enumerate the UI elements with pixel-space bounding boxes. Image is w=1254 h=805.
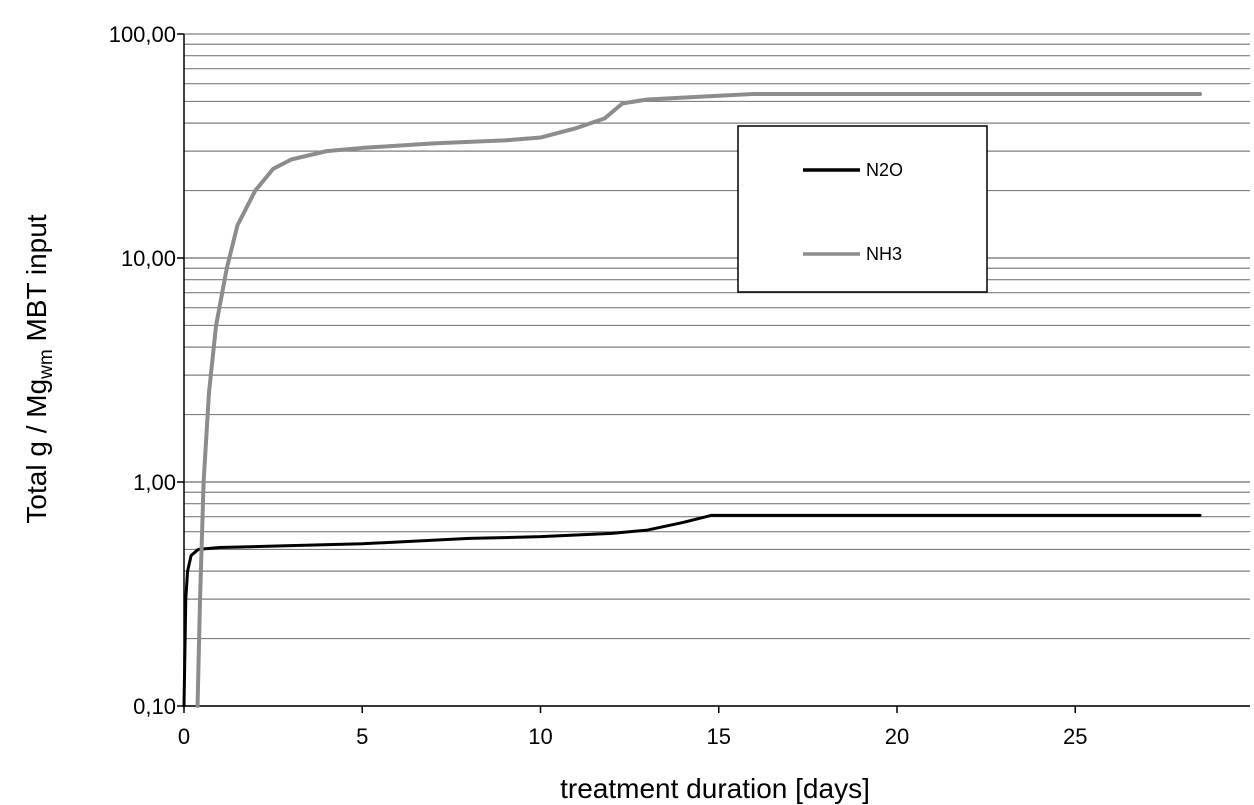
gridlines [184,33,1250,707]
x-tick-label: 25 [1063,724,1087,749]
y-axis-title-suffix: MBT input [21,214,52,349]
legend-box [737,125,988,293]
y-tick-label: 100,00 [109,22,176,47]
y-axis-title: Total g / Mgwm MBT input [21,214,57,523]
series-line-nh3 [195,91,1203,708]
x-tick-label: 0 [178,724,190,749]
x-tick-label: 20 [885,724,909,749]
x-axis-title: treatment duration [days] [560,773,870,804]
legend-label-nh3: NH3 [866,244,902,264]
tick-labels: 0,10 1,00 10,00 100,00 0 5 10 15 20 25 [109,22,1088,749]
series-line-n2o [182,513,1202,708]
legend-label-n2o: N2O [866,160,903,180]
y-axis-title-subscript: wm [36,349,57,380]
plot-background [184,34,1250,706]
x-tick-label: 5 [356,724,368,749]
x-tick-label: 15 [707,724,731,749]
series-lines [182,91,1203,708]
legend: N2O NH3 [737,125,988,293]
y-tick-label: 10,00 [121,246,176,271]
y-tick-label: 0,10 [133,694,176,719]
y-tick-label: 1,00 [133,470,176,495]
y-axis-title-prefix: Total g / Mg [21,379,52,524]
x-tick-label: 10 [528,724,552,749]
